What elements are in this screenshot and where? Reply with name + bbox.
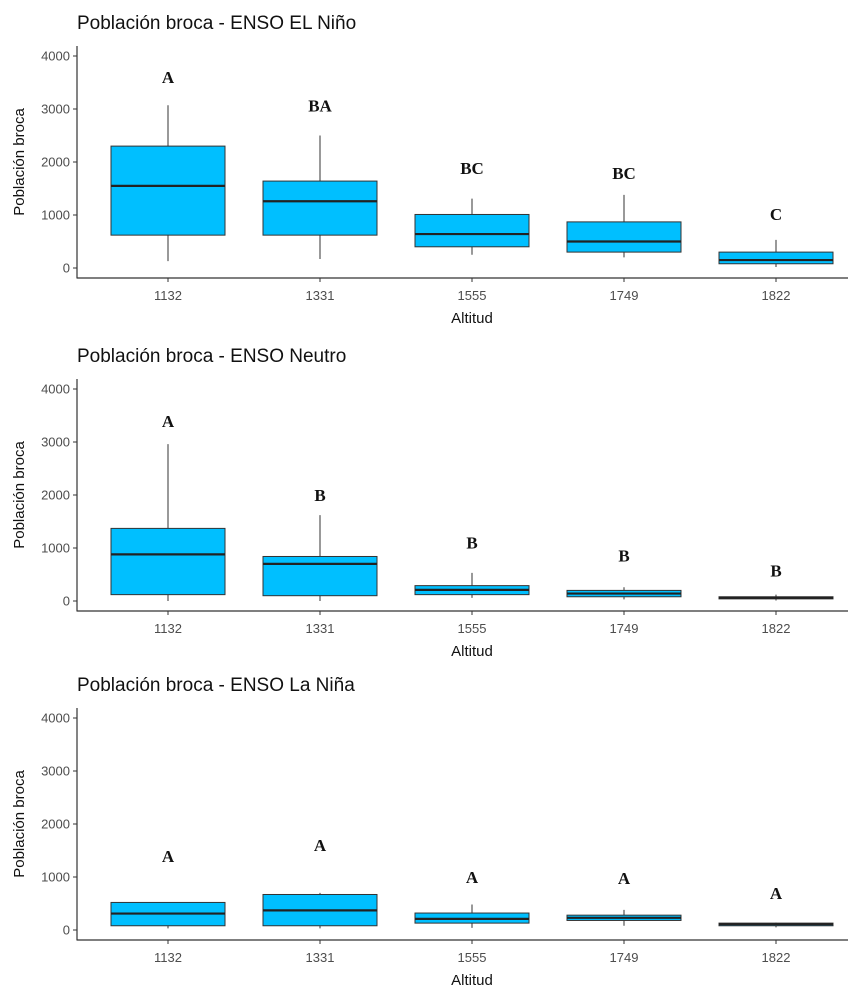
chart-panel-1: Población broca - ENSO EL Niño 0 1000 2000 3… bbox=[11, 13, 848, 327]
box-1132: A bbox=[110, 68, 226, 262]
box-1331: BA bbox=[262, 96, 378, 259]
box-1822: A bbox=[718, 884, 834, 928]
x-tick-label: 1555 bbox=[458, 621, 487, 636]
y-tick-label: 2000 bbox=[41, 488, 70, 503]
box-1749: B bbox=[566, 546, 682, 600]
y-tick-label: 4000 bbox=[41, 711, 70, 726]
x-tick-label: 1749 bbox=[610, 950, 639, 965]
y-tick-label: 2000 bbox=[41, 817, 70, 832]
significance-letter: A bbox=[162, 847, 175, 866]
y-axis-title: Población broca bbox=[11, 441, 28, 549]
box-1331: B bbox=[262, 486, 378, 601]
x-tick-label: 1132 bbox=[154, 288, 182, 303]
box-1822: B bbox=[718, 561, 834, 601]
significance-letter: B bbox=[770, 561, 781, 580]
box-1132: A bbox=[110, 847, 226, 929]
y-tick-label: 4000 bbox=[41, 382, 70, 397]
significance-letter: B bbox=[466, 534, 477, 553]
box-1555: BC bbox=[414, 159, 530, 255]
y-tick-label: 0 bbox=[63, 261, 70, 276]
y-tick-label: 0 bbox=[63, 594, 70, 609]
box-1749: A bbox=[566, 869, 682, 926]
y-tick-label: 3000 bbox=[41, 764, 70, 779]
chart-title: Población broca - ENSO La Niña bbox=[77, 675, 355, 696]
significance-letter: BC bbox=[460, 159, 484, 178]
box-1555: A bbox=[414, 868, 530, 928]
x-tick-label: 1132 bbox=[154, 621, 182, 636]
y-tick-label: 1000 bbox=[41, 541, 70, 556]
box-iqr bbox=[262, 180, 378, 236]
y-tick-label: 0 bbox=[63, 923, 70, 938]
significance-letter: C bbox=[770, 205, 782, 224]
y-tick-label: 3000 bbox=[41, 102, 70, 117]
box-iqr bbox=[262, 555, 378, 597]
y-axis-title: Población broca bbox=[11, 108, 28, 216]
chart-panel-3: Población broca - ENSO La Niña 0 1000 2000 3… bbox=[11, 675, 848, 989]
x-tick-label: 1822 bbox=[762, 288, 791, 303]
x-axis-title: Altitud bbox=[451, 972, 493, 989]
box-iqr bbox=[566, 221, 682, 253]
x-tick-label: 1749 bbox=[610, 288, 639, 303]
y-tick-label: 1000 bbox=[41, 208, 70, 223]
x-tick-label: 1331 bbox=[306, 621, 335, 636]
x-tick-label: 1132 bbox=[154, 950, 182, 965]
significance-letter: A bbox=[466, 868, 479, 887]
significance-letter: A bbox=[314, 836, 327, 855]
significance-letter: B bbox=[314, 486, 325, 505]
x-axis-title: Altitud bbox=[451, 310, 493, 327]
significance-letter: A bbox=[162, 412, 175, 431]
box-iqr bbox=[110, 527, 226, 596]
x-axis-title: Altitud bbox=[451, 643, 493, 660]
box-1822: C bbox=[718, 205, 834, 267]
box-1331: A bbox=[262, 836, 378, 929]
box-1749: BC bbox=[566, 164, 682, 258]
x-tick-label: 1555 bbox=[458, 950, 487, 965]
box-iqr bbox=[718, 251, 834, 265]
chart-panel-2: Población broca - ENSO Neutro 0 1000 2000 30… bbox=[11, 346, 848, 660]
y-axis-title: Población broca bbox=[11, 770, 28, 878]
y-tick-label: 3000 bbox=[41, 435, 70, 450]
box-1555: B bbox=[414, 534, 530, 598]
box-1132: A bbox=[110, 412, 226, 601]
box-iqr bbox=[414, 213, 530, 248]
significance-letter: BC bbox=[612, 164, 636, 183]
chart-title: Población broca - ENSO EL Niño bbox=[77, 13, 356, 34]
significance-letter: BA bbox=[308, 96, 332, 115]
significance-letter: A bbox=[618, 869, 631, 888]
significance-letter: A bbox=[162, 68, 175, 87]
x-tick-label: 1822 bbox=[762, 621, 791, 636]
box-iqr bbox=[110, 145, 226, 236]
x-tick-label: 1331 bbox=[306, 950, 335, 965]
significance-letter: A bbox=[770, 884, 783, 903]
x-tick-label: 1331 bbox=[306, 288, 335, 303]
y-tick-label: 1000 bbox=[41, 870, 70, 885]
chart-title: Población broca - ENSO Neutro bbox=[77, 346, 346, 367]
y-tick-label: 2000 bbox=[41, 155, 70, 170]
significance-letter: B bbox=[618, 546, 629, 565]
y-tick-label: 4000 bbox=[41, 49, 70, 64]
x-tick-label: 1822 bbox=[762, 950, 791, 965]
x-tick-label: 1749 bbox=[610, 621, 639, 636]
x-tick-label: 1555 bbox=[458, 288, 487, 303]
